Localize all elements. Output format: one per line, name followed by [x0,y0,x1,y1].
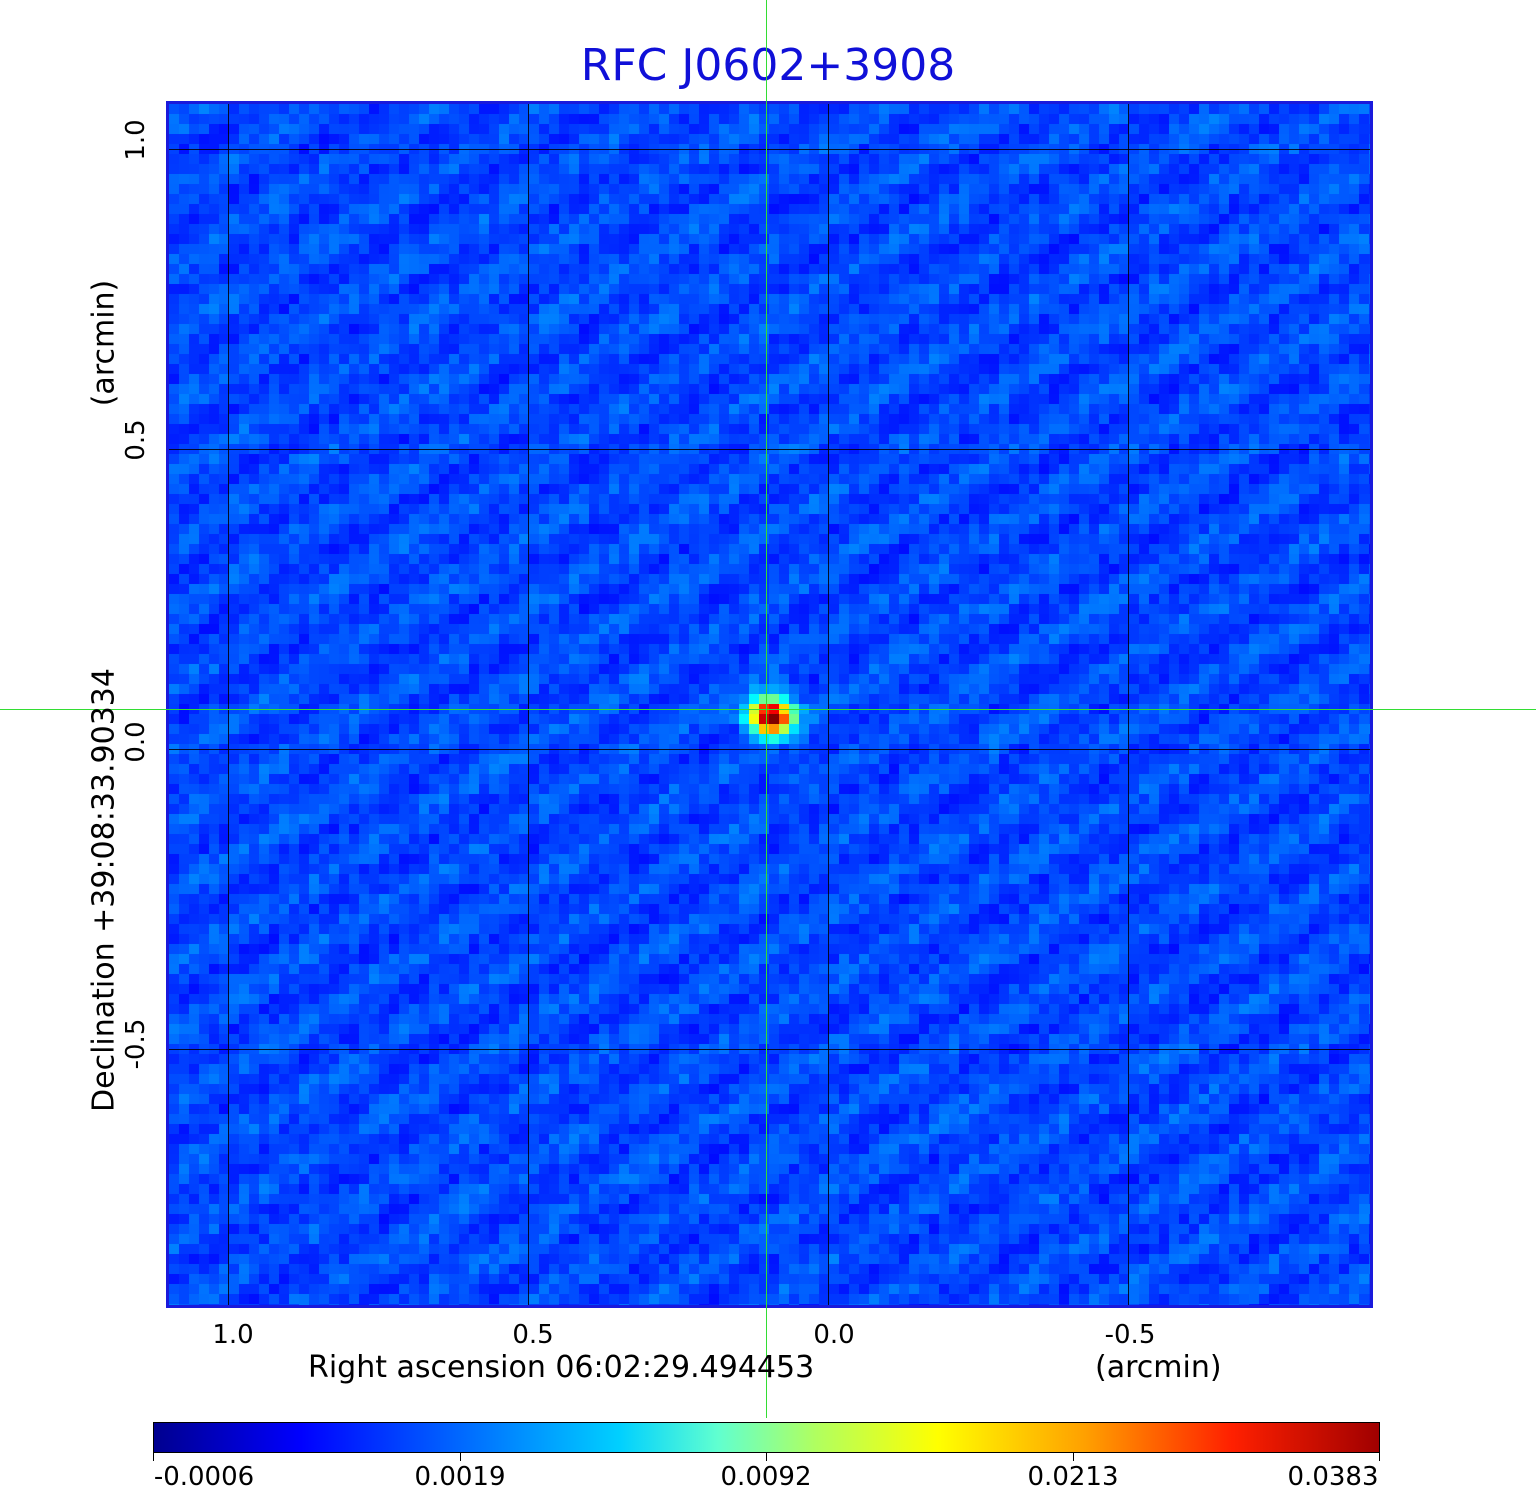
x-axis-unit: (arcmin) [1095,1350,1222,1385]
grid-line-ra-1.0 [228,104,229,1305]
y-tick-label: -0.5 [121,1018,151,1070]
x-tick-label: -0.5 [1104,1320,1156,1350]
grid-line-ra--0.5 [1128,104,1129,1305]
crosshair-horizontal [0,709,1536,710]
colorbar-label: 0.0092 [720,1462,812,1492]
colorbar-label: 0.0213 [1027,1462,1119,1492]
x-tick-label: 0.5 [512,1320,554,1350]
y-tick-label: 0.0 [121,721,151,763]
y-axis-label: Declination +39:08:33.90334 [86,668,122,1112]
y-tick-label: 0.5 [121,419,151,461]
x-tick-label: 0.0 [813,1320,855,1350]
colorbar-tick [153,1453,154,1461]
colorbar-label: 0.0019 [414,1462,506,1492]
grid-line-dec-0.0 [169,749,1370,750]
grid-line-ra-0.5 [528,104,529,1305]
colorbar-tick [766,1453,767,1461]
colorbar-label: 0.0383 [1287,1462,1379,1492]
colorbar-tick [460,1453,461,1461]
y-axis-unit: (arcmin) [86,279,122,407]
radio-intensity-map [169,104,1370,1305]
colorbar-label: -0.0006 [153,1462,255,1492]
colorbar-tick [1379,1453,1380,1461]
grid-line-dec-0.5 [169,449,1370,450]
x-tick-label: 1.0 [212,1320,254,1350]
x-axis-label: Right ascension 06:02:29.494453 [308,1350,815,1385]
grid-line-dec-1.0 [169,149,1370,150]
grid-line-dec--0.5 [169,1049,1370,1050]
image-title: RFC J0602+3908 [580,40,956,91]
grid-line-ra-0.0 [828,104,829,1305]
colorbar [153,1422,1380,1453]
y-tick-label: 1.0 [121,119,151,161]
image-frame [166,101,1373,1308]
colorbar-tick [1073,1453,1074,1461]
